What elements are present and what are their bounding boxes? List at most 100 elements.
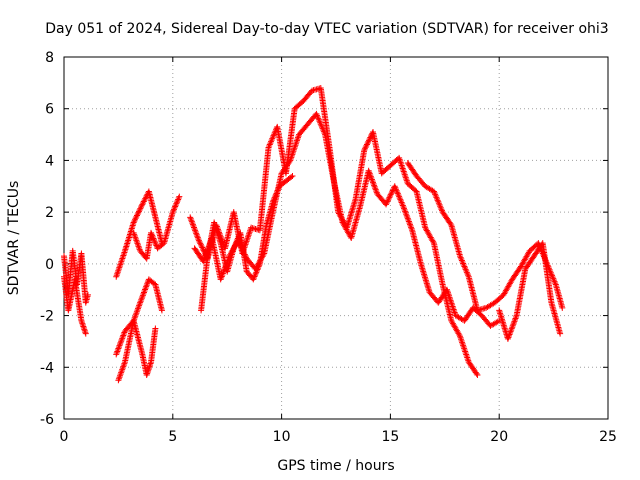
- data-point: [252, 270, 259, 277]
- data-point: [136, 206, 143, 213]
- data-point: [372, 185, 379, 192]
- data-point: [401, 171, 408, 178]
- data-point: [387, 191, 394, 198]
- data-point: [266, 143, 273, 150]
- data-point: [137, 299, 144, 306]
- data-point: [219, 270, 226, 277]
- data-point: [292, 142, 299, 149]
- data-point: [194, 233, 201, 240]
- data-point: [272, 193, 279, 200]
- data-point: [551, 278, 558, 285]
- data-point: [399, 165, 406, 172]
- data-point: [171, 204, 178, 211]
- data-point: [195, 237, 202, 244]
- data-point: [319, 125, 326, 132]
- data-point: [250, 274, 257, 281]
- data-point: [447, 220, 454, 227]
- data-point: [199, 245, 206, 252]
- data-point: [131, 216, 138, 223]
- data-point: [191, 224, 198, 231]
- data-point: [253, 267, 260, 274]
- data-point: [399, 163, 406, 170]
- data-point: [142, 285, 149, 292]
- data-point: [366, 135, 373, 142]
- data-point: [290, 148, 297, 155]
- data-point: [437, 204, 444, 211]
- data-point: [456, 331, 463, 338]
- data-point: [170, 207, 177, 214]
- data-point: [397, 196, 404, 203]
- data-point: [272, 191, 279, 198]
- series-track-g: [187, 85, 481, 379]
- data-point: [270, 197, 277, 204]
- data-point: [254, 266, 261, 273]
- data-points: [61, 85, 566, 384]
- data-point: [402, 174, 409, 181]
- data-point: [460, 342, 467, 349]
- data-point: [116, 263, 123, 270]
- data-point: [140, 198, 147, 205]
- data-point: [366, 169, 373, 176]
- data-point: [397, 198, 404, 205]
- x-tick-label: 5: [168, 429, 177, 445]
- data-point: [255, 263, 262, 270]
- data-point: [383, 201, 390, 208]
- data-point: [398, 160, 405, 167]
- data-point: [458, 257, 465, 264]
- data-point: [401, 206, 408, 213]
- data-point: [244, 235, 251, 242]
- data-point: [233, 239, 240, 246]
- data-point: [396, 193, 403, 200]
- x-tick-label: 20: [490, 429, 508, 445]
- data-point: [233, 238, 240, 245]
- data-point: [459, 259, 466, 266]
- data-point: [393, 187, 400, 194]
- data-point: [459, 339, 466, 346]
- data-point: [114, 270, 121, 277]
- data-point: [113, 351, 120, 358]
- series-track-a: [61, 247, 91, 306]
- data-point: [250, 276, 257, 283]
- data-point: [460, 343, 467, 350]
- data-point: [509, 322, 516, 329]
- y-tick-label: 4: [45, 153, 54, 169]
- data-point: [372, 186, 379, 193]
- data-point: [400, 203, 407, 210]
- data-point: [188, 218, 195, 225]
- data-point: [142, 195, 149, 202]
- data-point: [246, 229, 253, 236]
- data-point: [367, 173, 374, 180]
- data-point: [550, 275, 557, 282]
- data-point: [368, 175, 375, 182]
- data-point: [363, 141, 370, 148]
- series-track-k: [496, 240, 564, 342]
- data-point: [139, 293, 146, 300]
- data-point: [141, 197, 148, 204]
- data-point: [293, 137, 300, 144]
- data-point: [175, 196, 182, 203]
- series-track-f: [130, 193, 183, 262]
- data-point: [504, 335, 511, 342]
- data-point: [119, 333, 126, 340]
- data-point: [234, 236, 241, 243]
- data-point: [364, 140, 371, 147]
- data-point: [434, 195, 441, 202]
- data-point: [189, 221, 196, 228]
- data-point: [392, 186, 399, 193]
- data-point: [557, 330, 564, 337]
- data-point: [231, 243, 238, 250]
- data-point: [318, 122, 325, 129]
- data-point: [552, 280, 559, 287]
- data-point: [433, 194, 440, 201]
- data-point: [218, 273, 225, 280]
- data-point: [289, 172, 296, 179]
- data-point: [195, 236, 202, 243]
- data-point: [253, 269, 260, 276]
- data-point: [369, 177, 376, 184]
- data-point: [151, 236, 158, 243]
- data-point: [461, 346, 468, 353]
- data-point: [435, 200, 442, 207]
- data-point: [200, 256, 207, 263]
- data-point: [176, 193, 183, 200]
- data-point: [131, 218, 138, 225]
